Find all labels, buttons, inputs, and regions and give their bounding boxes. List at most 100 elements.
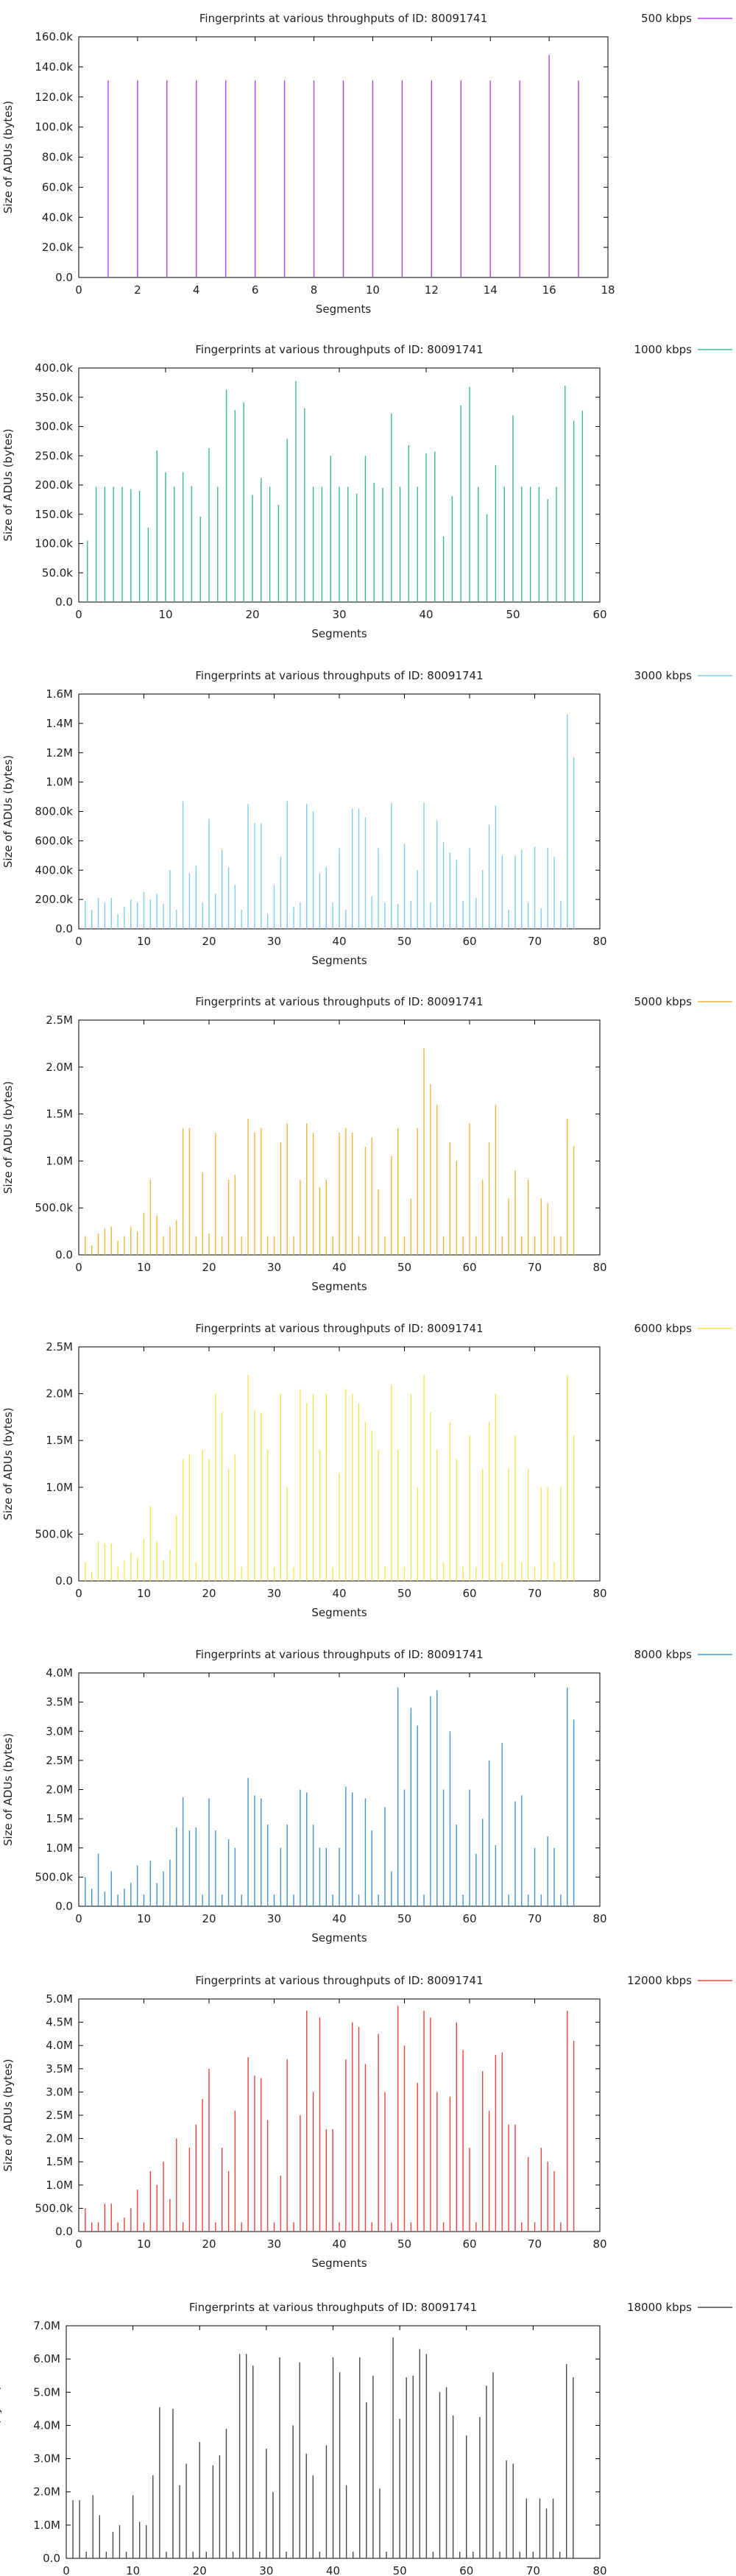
bars — [72, 2337, 574, 2558]
y-axis-label: Size of ADUs (bytes) — [1, 1081, 15, 1194]
y-tick-label: 1.0M — [46, 1154, 73, 1167]
legend: 6000 kbps — [634, 1322, 732, 1335]
y-tick-label: 100.0k — [35, 537, 73, 551]
x-tick-label: 70 — [528, 1587, 542, 1600]
x-tick-label: 80 — [592, 1587, 606, 1600]
y-tick-label: 4.0M — [33, 2418, 60, 2432]
x-tick-label: 20 — [202, 1587, 216, 1600]
legend-label: 8000 kbps — [634, 1648, 693, 1661]
y-tick-label: 1.6M — [46, 687, 73, 701]
y-tick-label: 2.0M — [46, 1387, 73, 1401]
y-tick-label: 80.0k — [42, 151, 73, 164]
y-tick-label: 1.5M — [46, 1812, 73, 1825]
x-tick-label: 60 — [592, 608, 606, 621]
legend: 500 kbps — [641, 12, 732, 25]
legend-label: 1000 kbps — [634, 343, 693, 356]
x-tick-label: 50 — [506, 608, 520, 621]
x-tick-label: 20 — [245, 608, 259, 621]
chart-6: Fingerprints at various throughputs of I… — [1, 1648, 732, 1945]
chart-title: Fingerprints at various throughputs of I… — [199, 12, 487, 25]
x-tick-label: 70 — [528, 935, 542, 948]
bars — [85, 2006, 575, 2232]
y-tick-label: 0.0 — [55, 1900, 73, 1913]
x-tick-label: 0 — [75, 935, 82, 948]
y-tick-label: 3.0M — [46, 1724, 73, 1738]
y-axis-label: Size of ADUs (bytes) — [1, 755, 15, 868]
x-tick-label: 50 — [393, 2564, 407, 2576]
y-tick-label: 1.0M — [46, 2179, 73, 2192]
x-tick-label: 20 — [202, 1912, 216, 1925]
y-tick-label: 2.5M — [46, 1340, 73, 1354]
chart-title: Fingerprints at various throughputs of I… — [195, 669, 483, 682]
chart-5: Fingerprints at various throughputs of I… — [1, 1322, 732, 1619]
x-tick-label: 20 — [202, 2237, 216, 2251]
y-axis-label: Size of ADUs (bytes) — [0, 2385, 2, 2498]
x-tick-label: 30 — [332, 608, 346, 621]
y-axis-label: Size of ADUs (bytes) — [1, 2059, 15, 2171]
x-tick-label: 40 — [332, 935, 346, 948]
y-tick-label: 100.0k — [35, 121, 73, 134]
x-tick-label: 50 — [397, 1912, 411, 1925]
y-tick-label: 600.0k — [35, 834, 73, 847]
x-tick-label: 0 — [75, 1261, 82, 1274]
y-tick-label: 400.0k — [35, 361, 73, 375]
x-tick-label: 60 — [462, 1261, 476, 1274]
y-tick-label: 7.0M — [33, 2319, 60, 2332]
y-tick-label: 120.0k — [35, 91, 73, 104]
y-tick-label: 150.0k — [35, 508, 73, 521]
y-tick-label: 1.2M — [46, 746, 73, 760]
y-tick-label: 3.0M — [46, 2085, 73, 2098]
x-tick-label: 80 — [592, 1912, 606, 1925]
y-tick-label: 1.5M — [46, 2155, 73, 2168]
x-tick-label: 30 — [267, 1587, 281, 1600]
x-tick-label: 0 — [63, 2564, 70, 2576]
x-axis-label: Segments — [311, 1606, 367, 1619]
x-tick-label: 20 — [202, 935, 216, 948]
x-tick-label: 80 — [592, 2564, 606, 2576]
x-tick-label: 30 — [267, 1912, 281, 1925]
x-tick-label: 30 — [267, 2237, 281, 2251]
y-tick-label: 200.0k — [35, 478, 73, 492]
y-tick-label: 250.0k — [35, 449, 73, 462]
y-tick-label: 2.5M — [46, 2109, 73, 2122]
y-tick-label: 400.0k — [35, 863, 73, 877]
legend: 18000 kbps — [627, 2301, 732, 2314]
x-axis-label: Segments — [311, 1280, 367, 1293]
legend-label: 500 kbps — [641, 12, 692, 25]
x-tick-label: 2 — [134, 283, 141, 297]
y-tick-label: 500.0k — [35, 1527, 73, 1540]
y-axis-label: Size of ADUs (bytes) — [1, 428, 15, 541]
x-tick-label: 50 — [397, 1261, 411, 1274]
y-tick-label: 500.0k — [35, 1870, 73, 1883]
x-axis-label: Segments — [311, 954, 367, 967]
bars — [85, 1687, 575, 1906]
y-tick-label: 0.0 — [43, 2552, 60, 2565]
x-tick-label: 30 — [259, 2564, 273, 2576]
x-tick-label: 80 — [592, 935, 606, 948]
y-tick-label: 1.4M — [46, 717, 73, 730]
legend: 8000 kbps — [634, 1648, 732, 1661]
x-tick-label: 40 — [332, 1261, 346, 1274]
x-tick-label: 16 — [542, 283, 556, 297]
x-tick-label: 4 — [193, 283, 200, 297]
x-tick-label: 10 — [137, 1912, 151, 1925]
y-tick-label: 500.0k — [35, 2201, 73, 2215]
chart-4: Fingerprints at various throughputs of I… — [1, 995, 732, 1293]
legend-label: 6000 kbps — [634, 1322, 693, 1335]
x-tick-label: 70 — [528, 1912, 542, 1925]
x-tick-label: 0 — [75, 1587, 82, 1600]
y-tick-label: 1.5M — [46, 1108, 73, 1121]
x-tick-label: 40 — [332, 2237, 346, 2251]
x-tick-label: 80 — [592, 1261, 606, 1274]
x-tick-label: 20 — [193, 2564, 207, 2576]
x-tick-label: 10 — [137, 2237, 151, 2251]
x-axis-label: Segments — [311, 627, 367, 640]
y-tick-label: 3.5M — [46, 2062, 73, 2076]
bars — [85, 1375, 575, 1581]
y-tick-label: 2.0M — [46, 2132, 73, 2145]
x-tick-label: 40 — [326, 2564, 340, 2576]
x-tick-label: 50 — [397, 2237, 411, 2251]
x-tick-label: 70 — [528, 2237, 542, 2251]
chart-title: Fingerprints at various throughputs of I… — [195, 1648, 483, 1661]
legend: 3000 kbps — [634, 669, 732, 682]
